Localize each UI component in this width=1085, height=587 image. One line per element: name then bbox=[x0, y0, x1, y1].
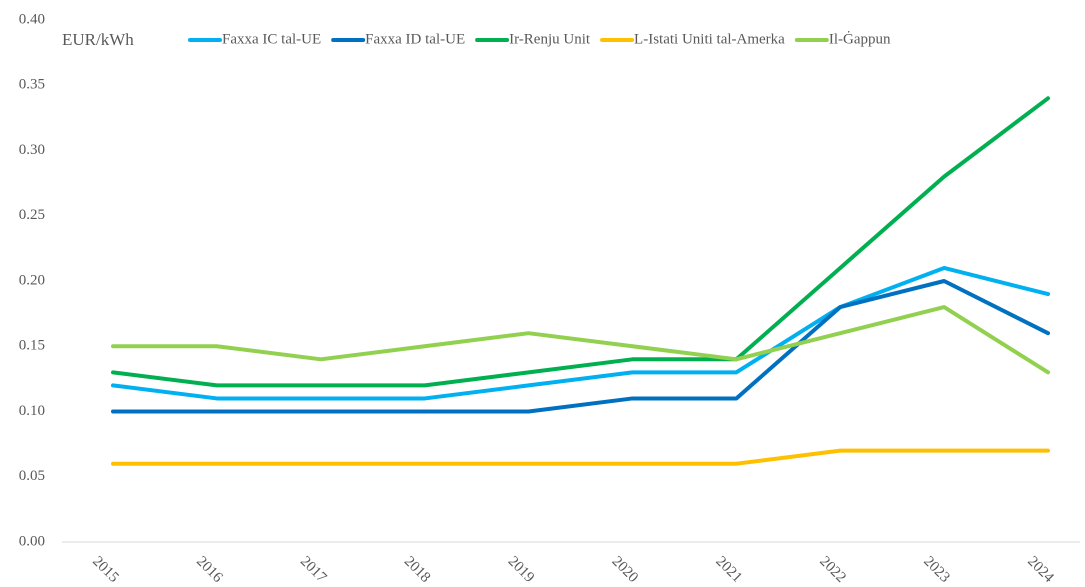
y-tick-label: 0.40 bbox=[19, 11, 45, 27]
x-tick-label: 2018 bbox=[401, 553, 434, 586]
legend-label: Ir-Renju Unit bbox=[509, 31, 591, 47]
series-line bbox=[111, 96, 1050, 388]
x-tick-label: 2021 bbox=[712, 553, 745, 586]
y-tick-label: 0.35 bbox=[19, 77, 45, 93]
x-tick-label: 2015 bbox=[89, 553, 122, 586]
series-line bbox=[111, 305, 1050, 375]
y-tick-label: 0.00 bbox=[19, 533, 45, 549]
legend-label: Faxxa IC tal-UE bbox=[222, 31, 321, 47]
x-tick-label: 2023 bbox=[920, 553, 953, 586]
y-tick-label: 0.05 bbox=[19, 468, 45, 484]
series-line bbox=[111, 265, 1050, 401]
series-line bbox=[111, 448, 1050, 466]
series-line bbox=[111, 279, 1050, 414]
x-tick-label: 2024 bbox=[1024, 553, 1057, 586]
y-tick-label: 0.30 bbox=[19, 142, 45, 158]
y-tick-label: 0.10 bbox=[19, 403, 45, 419]
y-tick-label: 0.15 bbox=[19, 338, 45, 354]
y-tick-label: 0.20 bbox=[19, 272, 45, 288]
x-tick-label: 2017 bbox=[297, 553, 330, 586]
y-tick-label: 0.25 bbox=[19, 207, 45, 223]
x-tick-label: 2020 bbox=[609, 553, 642, 586]
legend-label: Il-Ġappun bbox=[829, 30, 891, 47]
x-tick-label: 2019 bbox=[505, 553, 538, 586]
x-tick-label: 2022 bbox=[816, 553, 849, 586]
y-axis-label: EUR/kWh bbox=[62, 30, 134, 49]
legend-label: L-Istati Uniti tal-Amerka bbox=[634, 31, 785, 47]
x-tick-label: 2016 bbox=[193, 553, 226, 586]
legend-label: Faxxa ID tal-UE bbox=[365, 31, 465, 47]
